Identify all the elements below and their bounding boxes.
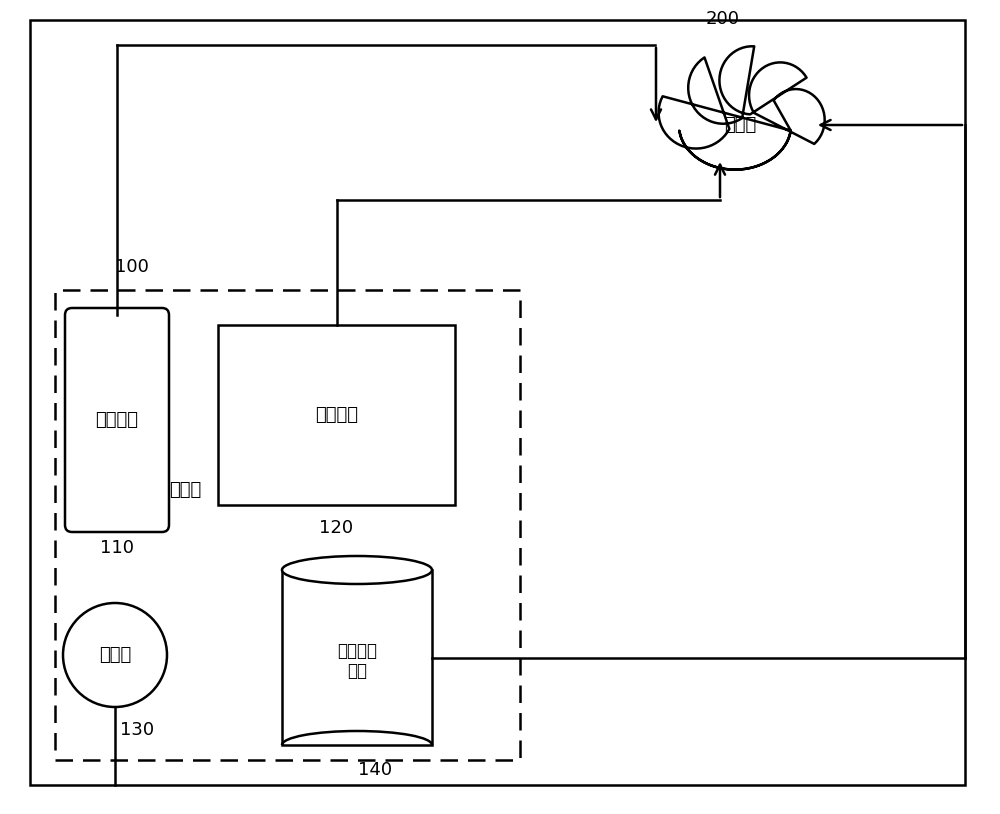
Ellipse shape [691,54,756,122]
Ellipse shape [282,556,432,584]
Text: 110: 110 [100,539,134,557]
Ellipse shape [721,48,783,112]
Text: 服务器: 服务器 [724,116,756,134]
Bar [218,325,455,505]
Text: 100: 100 [115,258,149,276]
Text: 摄像头: 摄像头 [99,646,131,664]
Bar [282,570,432,745]
Ellipse shape [751,64,810,126]
Text: 140: 140 [358,761,392,779]
Text: 130: 130 [120,721,154,739]
Text: 显示设备: 显示设备 [315,406,358,424]
Text: 200: 200 [706,10,740,28]
Text: 第一设备: 第一设备 [96,411,138,429]
Ellipse shape [661,78,731,147]
Text: 120: 120 [319,519,354,537]
Text: 语音输入
设备: 语音输入 设备 [337,641,377,681]
Bar [55,290,520,760]
Ellipse shape [679,81,791,169]
Text: 局域网: 局域网 [169,481,201,499]
FancyBboxPatch shape [65,308,169,532]
Ellipse shape [769,90,823,150]
Circle shape [63,603,167,707]
